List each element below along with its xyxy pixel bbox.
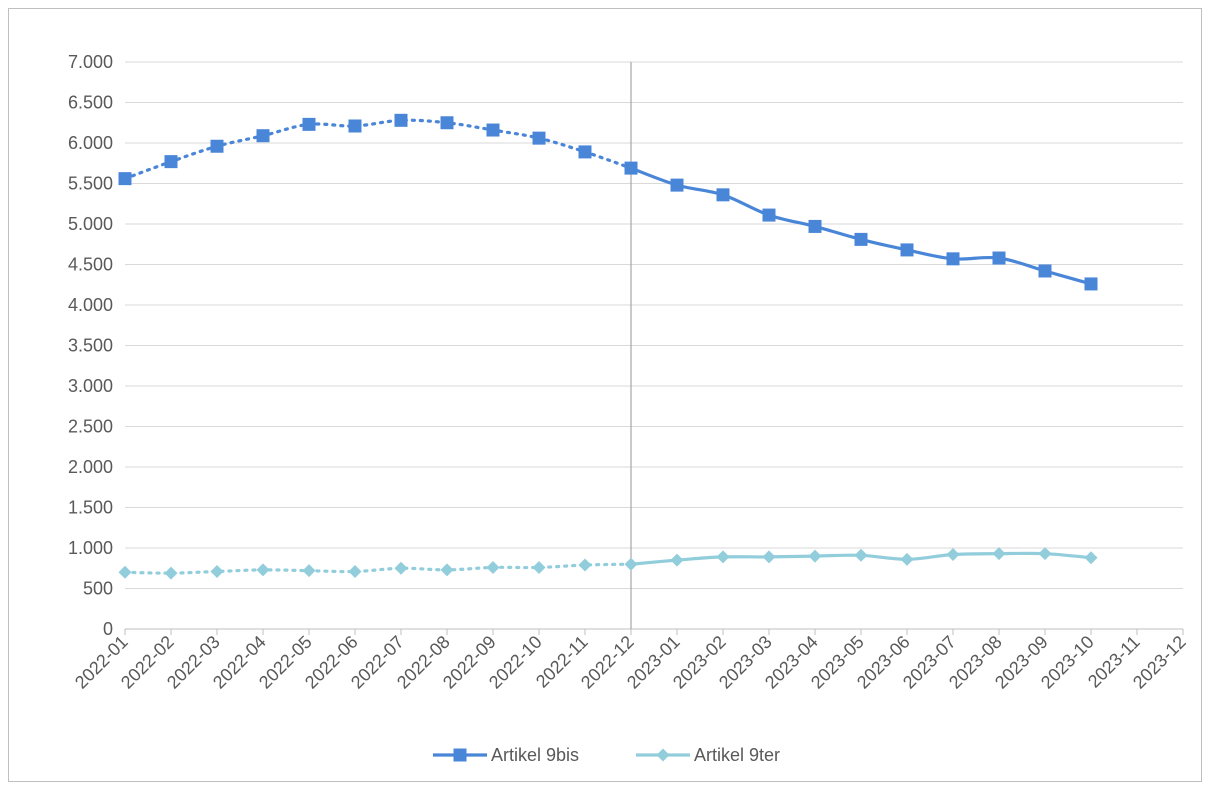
series-lines <box>118 113 1098 580</box>
series-line-solid <box>630 166 1092 286</box>
legend-label: Artikel 9ter <box>694 745 780 765</box>
data-point <box>716 550 730 564</box>
data-point <box>854 232 868 246</box>
data-point <box>532 131 546 145</box>
data-point <box>808 219 822 233</box>
data-point <box>348 119 362 133</box>
data-point <box>670 553 684 567</box>
y-tick-label: 0 <box>103 619 113 639</box>
data-point <box>762 208 776 222</box>
legend-swatch-marker <box>453 748 467 762</box>
data-point <box>992 251 1006 265</box>
data-point <box>164 155 178 169</box>
legend-item: Artikel 9bis <box>433 745 579 765</box>
data-point <box>578 558 592 572</box>
y-tick-label: 7.000 <box>68 52 113 72</box>
data-point <box>118 172 132 186</box>
legend-label: Artikel 9bis <box>491 745 579 765</box>
data-point <box>854 548 868 562</box>
y-tick-label: 4.500 <box>68 255 113 275</box>
data-point <box>256 563 270 577</box>
data-point <box>1084 551 1098 565</box>
line-chart: 0 500 1.000 1.500 2.000 2.500 3.000 3.500 4.000 4… <box>68 52 1190 765</box>
data-point <box>900 552 914 566</box>
gridlines <box>125 61 1183 589</box>
legend: Artikel 9bis Artikel 9ter <box>433 745 780 765</box>
y-tick-label: 6.500 <box>68 93 113 113</box>
data-point <box>1084 277 1098 291</box>
data-point <box>808 549 822 563</box>
y-tick-label: 1.000 <box>68 538 113 558</box>
chart-frame: 0 500 1.000 1.500 2.000 2.500 3.000 3.500 4.000 4… <box>8 8 1202 782</box>
y-tick-label: 1.500 <box>68 498 113 518</box>
data-point <box>486 123 500 137</box>
y-tick-label: 6.000 <box>68 133 113 153</box>
data-point <box>946 547 960 561</box>
series-1 <box>118 113 1098 291</box>
data-point <box>394 561 408 575</box>
y-tick-label: 500 <box>83 579 113 599</box>
data-point <box>578 145 592 159</box>
data-point <box>256 129 270 143</box>
data-point <box>394 113 408 127</box>
data-point <box>210 564 224 578</box>
data-point <box>486 560 500 574</box>
data-point <box>440 116 454 130</box>
data-point <box>302 564 316 578</box>
y-tick-label: 3.000 <box>68 376 113 396</box>
data-point <box>210 139 224 153</box>
y-tick-label: 2.000 <box>68 457 113 477</box>
series-line-dotted <box>123 118 633 181</box>
data-point <box>164 566 178 580</box>
series-line-dotted <box>123 562 633 575</box>
data-point <box>532 560 546 574</box>
data-point <box>946 252 960 266</box>
data-point <box>118 565 132 579</box>
data-point <box>348 564 362 578</box>
data-point <box>440 563 454 577</box>
data-point <box>624 161 638 175</box>
axes: 0 500 1.000 1.500 2.000 2.500 3.000 3.500 4.000 4… <box>68 52 1190 693</box>
series-2 <box>118 547 1098 580</box>
y-tick-label: 4.000 <box>68 295 113 315</box>
data-point <box>716 188 730 202</box>
y-tick-label: 5.000 <box>68 214 113 234</box>
y-tick-label: 3.500 <box>68 336 113 356</box>
data-point <box>670 178 684 192</box>
legend-swatch-marker <box>656 748 670 762</box>
data-point <box>900 243 914 257</box>
legend-item: Artikel 9ter <box>636 745 780 765</box>
data-point <box>624 557 638 571</box>
y-tick-label: 2.500 <box>68 417 113 437</box>
data-point <box>762 550 776 564</box>
data-point <box>1038 264 1052 278</box>
y-tick-label: 5.500 <box>68 174 113 194</box>
data-point <box>302 117 316 131</box>
data-point <box>1038 547 1052 561</box>
data-point <box>992 547 1006 561</box>
